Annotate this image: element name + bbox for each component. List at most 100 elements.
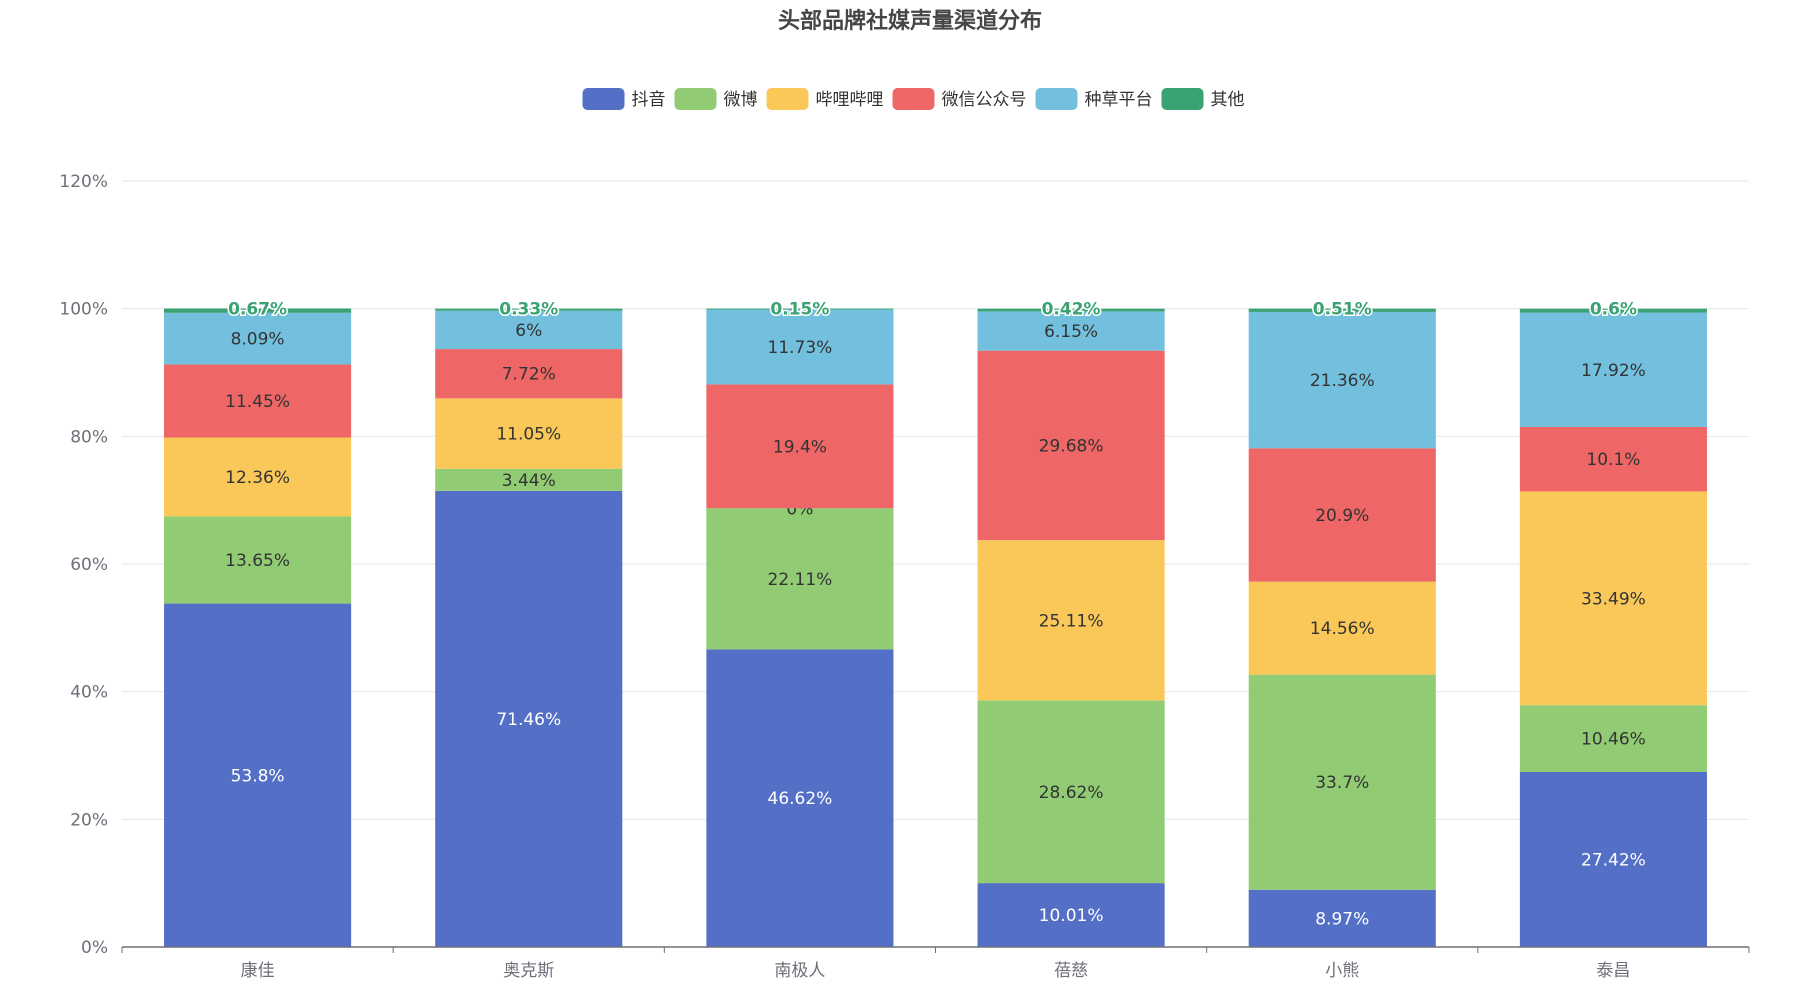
legend-item[interactable]: 微博	[674, 88, 758, 110]
chart-title: 头部品牌社媒声量渠道分布	[778, 8, 1042, 34]
data-label: 10.46%	[1581, 730, 1646, 750]
bar-segment[interactable]	[1248, 448, 1436, 582]
data-label: 21.36%	[1310, 371, 1375, 391]
data-label: 33.7%	[1315, 773, 1369, 793]
bar-segment[interactable]	[435, 308, 623, 311]
axes: 0% 20% 40% 60% 80% 100% 120% 康佳 奥克斯 南极人 蓓慈 小熊 泰昌	[59, 172, 1750, 981]
bar-segment[interactable]	[1248, 674, 1436, 890]
legend-label: 其他	[1211, 90, 1245, 110]
data-label: 22.11%	[768, 570, 833, 590]
y-tick-label: 0%	[81, 938, 108, 958]
bar-segment[interactable]	[164, 437, 352, 517]
bar-segment[interactable]	[1519, 312, 1707, 427]
bar-segment[interactable]	[1519, 705, 1707, 772]
bar-segment[interactable]	[706, 384, 894, 509]
data-label: 6.15%	[1044, 322, 1098, 342]
bar-segment[interactable]	[1248, 581, 1436, 675]
data-label: 11.45%	[225, 392, 290, 412]
legend: 抖音 微博 哔哩哔哩 微信公众号 种草平台 其他	[582, 88, 1245, 110]
bar-segment[interactable]	[706, 308, 894, 310]
bar-segment[interactable]	[977, 308, 1165, 312]
data-label: 33.49%	[1581, 589, 1646, 609]
data-label: 3.44%	[502, 471, 556, 491]
data-label: 19.4%	[773, 437, 827, 457]
bar-segment[interactable]	[977, 883, 1165, 947]
y-tick-label: 20%	[70, 810, 108, 830]
legend-item[interactable]: 其他	[1161, 88, 1245, 110]
bar-segment[interactable]	[1519, 771, 1707, 947]
data-label: 53.8%	[231, 766, 285, 786]
legend-item[interactable]: 哔哩哔哩	[766, 88, 884, 110]
bar-segment[interactable]	[435, 468, 623, 491]
data-label: 0.15%	[770, 300, 829, 320]
bar-segment[interactable]	[977, 540, 1165, 701]
bar-segment[interactable]	[977, 700, 1165, 884]
bar-segment[interactable]	[164, 312, 352, 365]
data-label: 0.51%	[1313, 300, 1372, 320]
data-label: 0.33%	[499, 300, 558, 320]
bar-segment[interactable]	[164, 308, 352, 313]
data-label: 10.1%	[1586, 450, 1640, 470]
legend-item[interactable]: 抖音	[582, 88, 666, 110]
bar-segment[interactable]	[435, 310, 623, 350]
bar-segment[interactable]	[1248, 311, 1436, 449]
bar-segment[interactable]	[1519, 491, 1707, 706]
data-label: 10.01%	[1039, 906, 1104, 926]
bar-segment[interactable]	[706, 508, 894, 650]
bar-segment[interactable]	[435, 349, 623, 399]
data-label: 27.42%	[1581, 850, 1646, 870]
data-label: 0.6%	[1590, 300, 1637, 320]
bars: 53.8% 13.65% 12.36% 11.45% 8.09% 0.67% 71.46% 3…	[164, 298, 1707, 947]
y-tick-label: 40%	[70, 683, 108, 703]
y-tick-label: 120%	[59, 172, 108, 192]
legend-label: 抖音	[632, 90, 666, 110]
bar-segment[interactable]	[977, 350, 1165, 541]
y-tick-label: 100%	[59, 300, 108, 320]
legend-swatch	[674, 88, 717, 110]
bar-segment[interactable]	[435, 398, 623, 469]
bar-segment[interactable]	[1248, 889, 1436, 947]
data-label: 12.36%	[225, 468, 290, 488]
data-label: 0.42%	[1042, 300, 1101, 320]
x-tick-label: 康佳	[241, 961, 275, 981]
data-label: 0.67%	[228, 300, 287, 320]
grid-lines	[122, 180, 1749, 820]
bar-segment[interactable]	[435, 490, 623, 947]
legend-swatch	[1035, 88, 1078, 110]
legend-item[interactable]: 种草平台	[1035, 88, 1153, 110]
legend-label: 哔哩哔哩	[816, 90, 884, 110]
x-tick-label: 奥克斯	[503, 961, 554, 981]
data-label: 14.56%	[1310, 619, 1375, 639]
x-tick-label: 泰昌	[1596, 961, 1630, 981]
data-label: 8.97%	[1315, 909, 1369, 929]
data-label: 6%	[515, 321, 542, 341]
data-label: 7.72%	[502, 365, 556, 385]
data-label: 71.46%	[496, 710, 561, 730]
bar-segment[interactable]	[1248, 308, 1436, 312]
bar-segment[interactable]	[1519, 308, 1707, 313]
legend-label: 微信公众号	[942, 90, 1027, 110]
bar-segment[interactable]	[977, 311, 1165, 351]
bar-segment[interactable]	[706, 309, 894, 385]
bar-segment[interactable]	[164, 364, 352, 438]
legend-swatch	[1161, 88, 1204, 110]
data-label: 46.62%	[768, 789, 833, 809]
x-tick-label: 蓓慈	[1054, 961, 1088, 981]
data-label: 8.09%	[231, 330, 285, 350]
bar-segment[interactable]	[1519, 426, 1707, 492]
bar-segment[interactable]	[164, 603, 352, 947]
x-tick-label: 南极人	[774, 961, 825, 981]
data-label: 17.92%	[1581, 361, 1646, 381]
bar-segment[interactable]	[706, 649, 894, 947]
legend-label: 种草平台	[1085, 90, 1153, 110]
legend-swatch	[582, 88, 625, 110]
legend-item[interactable]: 微信公众号	[892, 88, 1027, 110]
data-label: 11.73%	[768, 338, 833, 358]
bar-segment[interactable]	[164, 516, 352, 604]
y-tick-label: 80%	[70, 427, 108, 447]
legend-swatch	[892, 88, 935, 110]
legend-swatch	[766, 88, 809, 110]
data-label: 25.11%	[1039, 611, 1104, 631]
data-label: 29.68%	[1039, 436, 1104, 456]
